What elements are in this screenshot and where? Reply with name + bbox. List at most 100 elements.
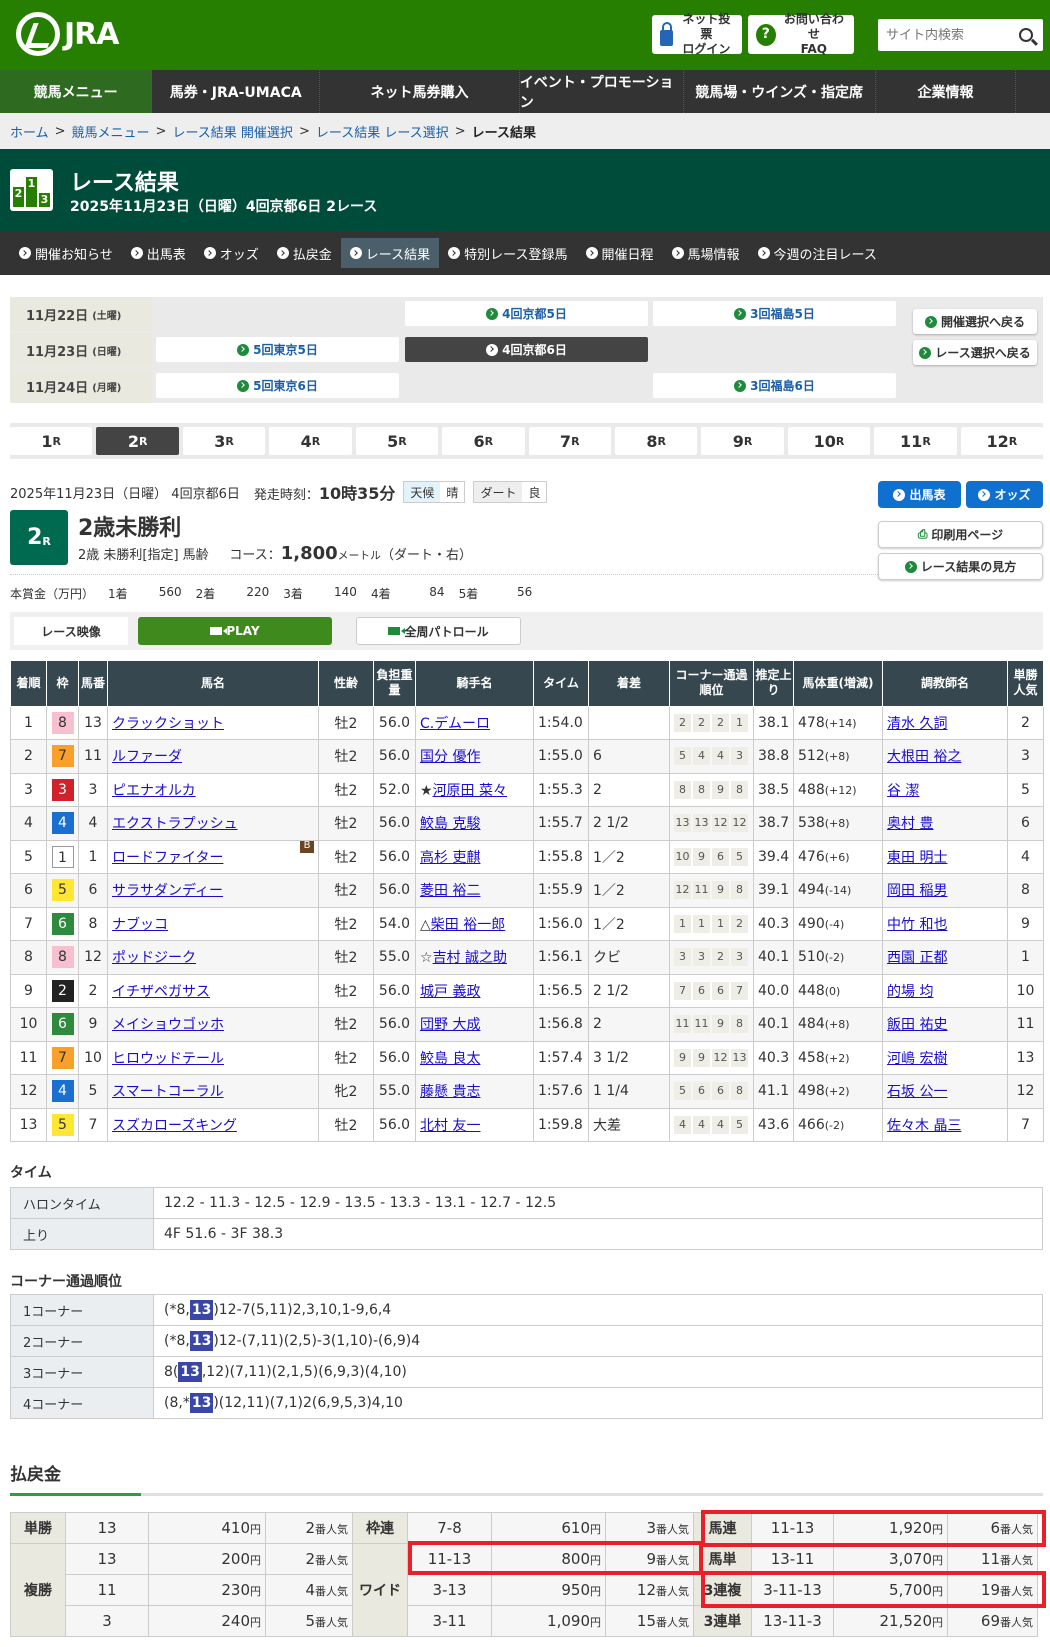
- jockey-link[interactable]: 鮫島 良太: [420, 1050, 481, 1067]
- trainer-link[interactable]: 佐々木 晶三: [887, 1117, 962, 1134]
- trainer-link[interactable]: 石坂 公一: [887, 1084, 948, 1101]
- race-tab[interactable]: 12 R: [960, 427, 1044, 455]
- subnav-item[interactable]: 払戻金: [268, 238, 341, 268]
- horse-name-link[interactable]: ポッドジーク: [112, 950, 196, 967]
- trainer-link[interactable]: 飯田 祐史: [887, 1017, 948, 1034]
- race-tab[interactable]: 11 R: [874, 427, 957, 455]
- jockey-link[interactable]: 鮫島 克駿: [420, 816, 481, 833]
- prize-place: 2着: [195, 587, 216, 601]
- race-tab[interactable]: 10 R: [787, 427, 871, 455]
- trainer-link[interactable]: 清水 久詞: [887, 715, 948, 732]
- corner-position: 3: [674, 948, 691, 967]
- jockey-link[interactable]: 藤懸 貴志: [420, 1084, 481, 1101]
- trainer-link[interactable]: 東田 明士: [887, 849, 948, 866]
- back-to-meeting-button[interactable]: 開催選択へ戻る: [913, 309, 1037, 334]
- entries-button[interactable]: 出馬表: [878, 481, 961, 508]
- order-part: )(12,11)(7,1)2(6,9,5,3)4,10: [213, 1395, 403, 1411]
- popularity: 2: [305, 1550, 315, 1568]
- print-page-button[interactable]: ⎙ 印刷用ページ: [878, 521, 1043, 548]
- nav-item[interactable]: イベント・プロモーション: [520, 70, 684, 113]
- subnav-item[interactable]: 馬場情報: [663, 238, 749, 268]
- breadcrumb-link[interactable]: レース結果 開催選択: [172, 125, 293, 141]
- trainer-link[interactable]: 谷 潔: [887, 782, 920, 799]
- horse-name-link[interactable]: クラックショット: [112, 715, 224, 732]
- breadcrumb-link[interactable]: ホーム: [10, 125, 49, 141]
- jockey-link[interactable]: C.デムーロ: [420, 715, 490, 732]
- bet-type-place: 複勝: [10, 1543, 66, 1637]
- meeting-button[interactable]: 4回京都5日: [405, 301, 648, 326]
- subnav-item[interactable]: 開催日程: [577, 238, 663, 268]
- trainer-link[interactable]: 的場 均: [887, 983, 934, 1000]
- nav-item[interactable]: 競馬メニュー: [0, 70, 153, 113]
- odds-button[interactable]: オッズ: [966, 481, 1043, 508]
- back-to-race-button[interactable]: レース選択へ戻る: [913, 340, 1037, 365]
- jockey-link[interactable]: 国分 優作: [420, 749, 481, 766]
- horse-name-link[interactable]: イチザペガサス: [112, 983, 210, 1000]
- bet-type: 馬単: [693, 1543, 752, 1575]
- faq-button[interactable]: ? お問い合わせ FAQ: [748, 12, 854, 56]
- horse-name-link[interactable]: ルファーダ: [112, 749, 182, 766]
- horse-name-link[interactable]: スズカローズキング: [112, 1117, 237, 1134]
- jockey-link[interactable]: 河原田 菜々: [432, 782, 508, 799]
- race-tab-number: 5: [387, 431, 399, 451]
- meeting-button[interactable]: 3回福島6日: [653, 373, 896, 398]
- breadcrumb-link[interactable]: レース結果 レース選択: [315, 125, 449, 141]
- corner-position: 6: [693, 1082, 710, 1101]
- nav-item[interactable]: 企業情報: [876, 70, 1017, 113]
- subnav-item[interactable]: 特別レース登録馬: [439, 238, 576, 268]
- trainer-link[interactable]: 大根田 裕之: [887, 749, 962, 766]
- jockey-link[interactable]: 団野 大成: [420, 1017, 481, 1034]
- result-guide-button[interactable]: レース結果の見方: [878, 553, 1043, 580]
- net-vote-login-button[interactable]: ネット投票 ログイン: [652, 12, 742, 56]
- jockey-link[interactable]: 柴田 裕一郎: [430, 916, 506, 933]
- search-icon[interactable]: [1019, 28, 1033, 42]
- jockey-link[interactable]: 城戸 義政: [420, 983, 481, 1000]
- jra-logo[interactable]: JRA: [16, 12, 119, 56]
- horse-name-link[interactable]: スマートコーラル: [112, 1084, 224, 1101]
- jockey-link[interactable]: 高杉 吏麒: [420, 849, 481, 866]
- trainer-link[interactable]: 中竹 和也: [887, 916, 948, 933]
- horse-weight: 488: [798, 781, 825, 798]
- trainer-link[interactable]: 奥村 豊: [887, 816, 934, 833]
- horse-name-link[interactable]: ロードファイター: [112, 849, 224, 866]
- subnav-item[interactable]: 出馬表: [122, 238, 195, 268]
- jockey-link[interactable]: 菱田 裕二: [420, 883, 481, 900]
- logo-text: JRA: [64, 16, 119, 52]
- meeting-button[interactable]: 5回東京5日: [156, 337, 399, 362]
- meeting-button[interactable]: 5回東京6日: [156, 373, 399, 398]
- subnav-item[interactable]: レース結果: [340, 238, 440, 268]
- trainer-link[interactable]: 岡田 稲男: [887, 883, 948, 900]
- trainer-link[interactable]: 河嶋 宏樹: [887, 1050, 948, 1067]
- nav-item[interactable]: 馬券・JRA-UMACA: [152, 70, 321, 113]
- breadcrumb-link[interactable]: 競馬メニュー: [71, 125, 150, 141]
- meeting-button[interactable]: 4回京都6日: [405, 337, 648, 362]
- meeting-button[interactable]: 3回福島5日: [653, 301, 896, 326]
- subnav-item[interactable]: 開催お知らせ: [10, 238, 122, 268]
- nav-item[interactable]: ネット馬券購入: [320, 70, 520, 113]
- play-button[interactable]: PLAY: [138, 617, 332, 645]
- jockey-link[interactable]: 吉村 誠之助: [432, 950, 508, 967]
- horse-name-link[interactable]: メイショウゴッホ: [112, 1017, 224, 1034]
- horse-name-link[interactable]: エクストラプッシュ: [112, 816, 238, 833]
- nav-item[interactable]: 競馬場・ウインズ・指定席: [684, 70, 876, 113]
- horse-name-link[interactable]: ピエナオルカ: [112, 782, 196, 799]
- search-input[interactable]: [878, 27, 1013, 43]
- patrol-button[interactable]: 全周パトロール: [356, 617, 521, 645]
- subnav-item[interactable]: 今週の注目レース: [749, 238, 886, 268]
- subnav-item[interactable]: オッズ: [195, 238, 268, 268]
- horse-name-link[interactable]: ナブッコ: [112, 916, 168, 933]
- horse-name-link[interactable]: ヒロウッドテール: [112, 1050, 224, 1067]
- jockey-link[interactable]: 北村 友一: [420, 1117, 481, 1134]
- horse-name-link[interactable]: サラサダンディー: [112, 883, 224, 900]
- trainer-link[interactable]: 西園 正都: [887, 950, 948, 967]
